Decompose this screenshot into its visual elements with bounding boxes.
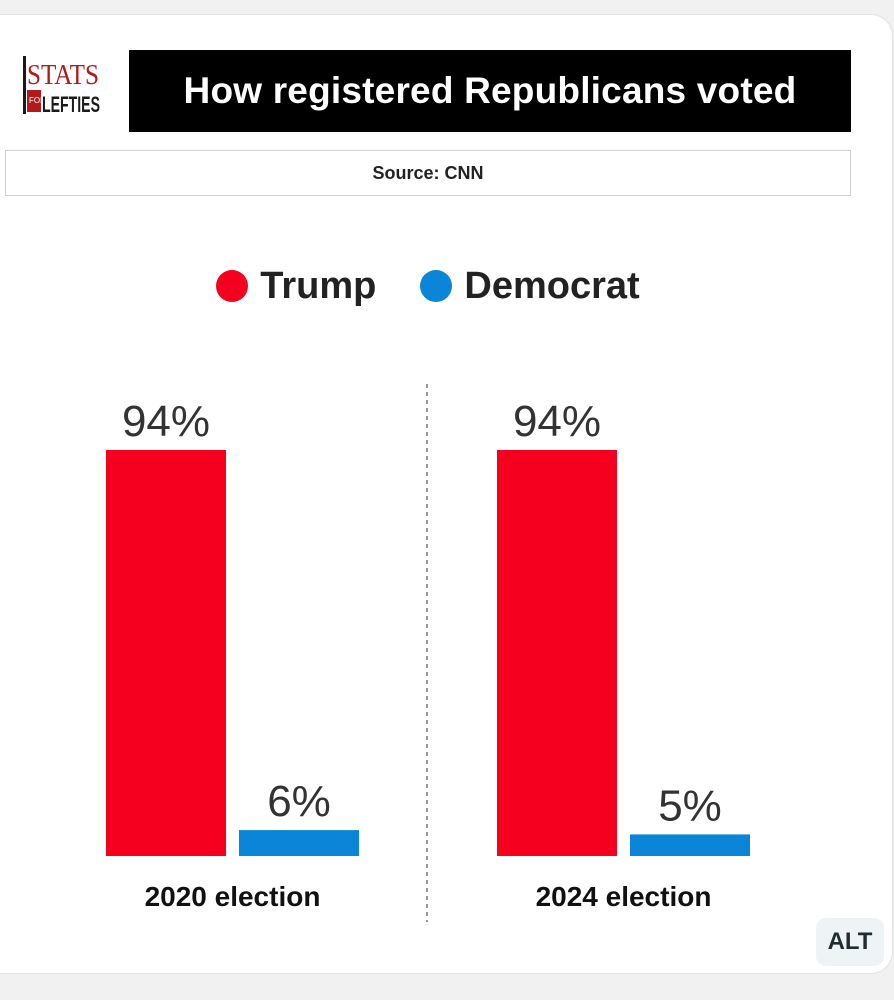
source-box: Source: CNN (5, 150, 851, 196)
legend-item-trump: Trump (216, 265, 376, 308)
chart-title: How registered Republicans voted (129, 50, 851, 132)
bar-trump-1 (106, 450, 226, 856)
logo-line-1: STATS (27, 60, 99, 91)
legend-label-trump: Trump (260, 264, 377, 307)
bar-democrat-2 (630, 834, 750, 856)
legend-swatch-trump (216, 270, 249, 302)
data-label-democrat-2: 5% (658, 781, 722, 830)
bar-trump-2 (497, 450, 617, 856)
legend-swatch-democrat (420, 270, 453, 302)
alt-text-button[interactable]: ALT (816, 918, 884, 966)
data-label-trump-1: 94% (122, 397, 210, 446)
chart-title-text: How registered Republicans voted (183, 70, 797, 111)
stats-for-lefties-logo: STATS FOR LEFTIES (23, 56, 100, 117)
legend-label-democrat: Democrat (464, 264, 640, 307)
data-label-trump-2: 94% (513, 397, 601, 446)
bar-democrat-1 (239, 830, 359, 856)
legend-item-democrat: Democrat (420, 264, 640, 308)
alt-text-label: ALT (827, 928, 873, 955)
category-label-2: 2024 election (536, 881, 712, 912)
source-text: Source: CNN (372, 162, 484, 183)
category-label-1: 2020 election (145, 881, 321, 912)
logo-line-3: LEFTIES (42, 92, 100, 117)
legend: Trump Democrat (0, 262, 856, 310)
logo-line-2: FOR (29, 96, 46, 105)
data-label-democrat-1: 6% (267, 777, 331, 826)
